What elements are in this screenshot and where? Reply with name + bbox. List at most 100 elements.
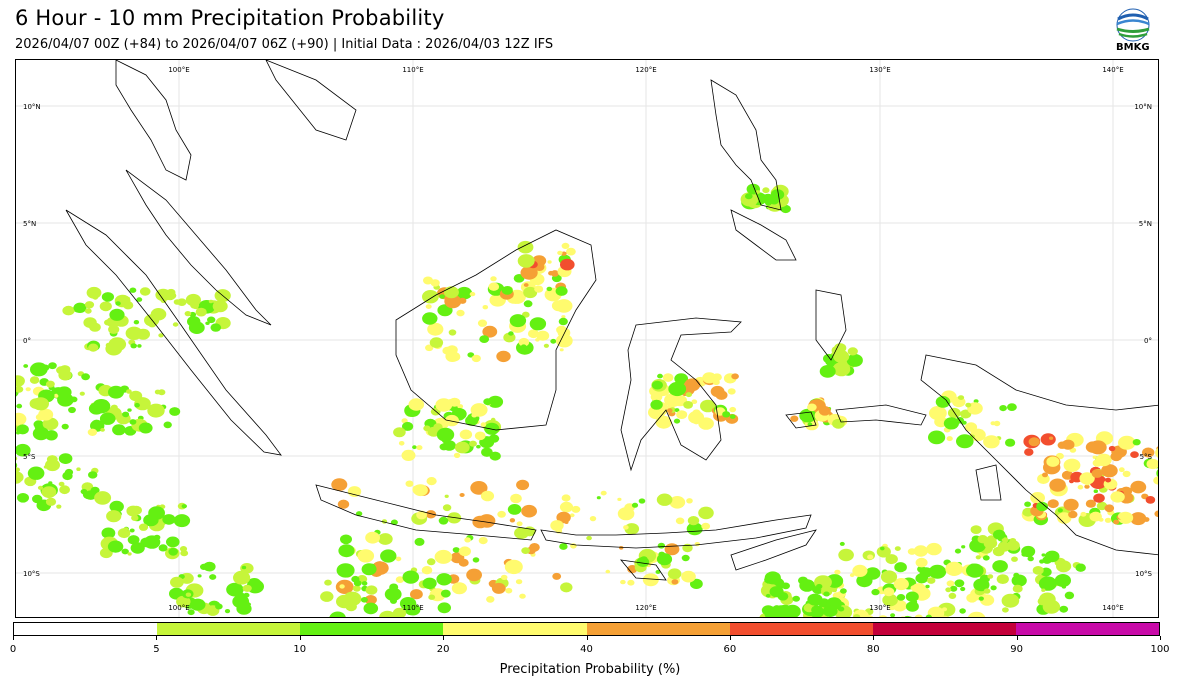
precip-cell — [451, 582, 467, 595]
precip-cell — [88, 471, 98, 479]
precip-cell — [58, 453, 73, 464]
precip-cell — [617, 497, 622, 501]
precip-cell — [1143, 517, 1150, 522]
precip-cell — [885, 554, 898, 565]
precip-cell — [698, 506, 714, 520]
precip-cell — [667, 408, 673, 413]
precip-cell — [657, 542, 666, 549]
precip-cell — [127, 552, 132, 556]
precip-cell — [818, 406, 831, 416]
precip-cell — [722, 411, 731, 418]
precip-cell — [80, 488, 88, 495]
precip-cell — [1038, 576, 1057, 591]
precip-cell — [395, 556, 402, 562]
precip-cell — [571, 505, 581, 513]
precip-cell — [496, 350, 511, 363]
precip-cell — [472, 557, 480, 563]
precip-cell — [456, 286, 473, 300]
precip-cell — [402, 421, 414, 431]
precip-cell — [765, 593, 771, 598]
precip-cell — [1155, 447, 1158, 458]
precip-cell — [517, 254, 535, 268]
precip-cell — [878, 615, 888, 617]
precip-cell — [17, 493, 29, 503]
precip-cell — [477, 319, 488, 327]
precip-cell — [108, 337, 127, 352]
precip-cell — [126, 505, 140, 517]
coastline-shape — [125, 169, 272, 326]
coastline-shape — [815, 289, 847, 361]
precip-cell — [364, 595, 377, 605]
precip-cell — [1041, 553, 1046, 557]
precip-cell — [58, 369, 72, 381]
precip-cell — [123, 527, 129, 532]
precip-cell — [121, 548, 129, 555]
precip-cell — [406, 604, 421, 616]
precip-cell — [487, 395, 504, 408]
precip-cell — [623, 525, 629, 530]
precip-cell — [832, 362, 851, 377]
precip-cell — [32, 397, 49, 411]
precip-cell — [987, 574, 994, 579]
precip-cell — [624, 523, 640, 535]
coastline-shape — [65, 209, 282, 456]
precip-cell — [1024, 448, 1034, 456]
precip-cell — [188, 321, 205, 335]
precip-cell — [16, 462, 18, 469]
precip-cell — [129, 528, 135, 533]
precip-cell — [740, 192, 759, 207]
precip-cell — [925, 584, 930, 589]
precip-cell — [1101, 464, 1118, 478]
precip-cell — [384, 587, 402, 601]
precip-cell — [516, 479, 530, 491]
precip-cell — [130, 343, 137, 349]
precip-cell — [764, 606, 782, 617]
precip-cell — [131, 515, 139, 521]
precip-cell — [428, 594, 436, 600]
precip-cell — [960, 586, 966, 592]
precip-cell — [956, 434, 974, 449]
precip-cell — [464, 537, 471, 543]
precip-cell — [1011, 556, 1018, 562]
precip-cell — [106, 510, 122, 523]
precip-cell — [46, 380, 55, 388]
precip-cell — [61, 423, 69, 430]
precip-cell — [207, 316, 216, 324]
precip-cell — [444, 494, 449, 498]
colorbar — [13, 622, 1160, 636]
precip-cell — [684, 378, 701, 392]
precip-cell — [523, 286, 538, 299]
precip-cell — [84, 301, 95, 309]
precip-cell — [946, 580, 955, 587]
colorbar-tickmark — [156, 636, 158, 640]
precip-cell — [915, 573, 929, 584]
precip-cell — [668, 381, 687, 397]
precip-cell — [134, 402, 140, 408]
precip-cell — [560, 582, 573, 593]
precip-cell — [1095, 453, 1112, 467]
colorbar-tickmark — [443, 636, 445, 640]
precip-cell — [816, 583, 823, 590]
precip-cell — [412, 445, 417, 450]
precip-cell — [1085, 499, 1096, 508]
precip-cell — [1047, 499, 1059, 509]
precip-cell — [181, 504, 187, 509]
precip-cell — [126, 389, 132, 394]
precip-cell — [215, 603, 223, 610]
precip-cell — [514, 527, 529, 539]
precip-cell — [973, 578, 990, 592]
precip-cell — [792, 595, 800, 602]
precip-cell — [108, 324, 120, 334]
lon-label-bottom: 140°E — [1102, 604, 1123, 612]
precip-cell — [233, 570, 251, 585]
precip-cell — [425, 304, 432, 309]
precip-cell — [168, 547, 178, 556]
precip-cell — [558, 317, 568, 326]
precip-cell — [1156, 469, 1158, 478]
lat-label-right: 10°N — [1134, 103, 1152, 111]
precip-cell — [345, 602, 357, 612]
precip-cell — [466, 568, 482, 582]
precip-cell — [166, 291, 177, 300]
colorbar-segment — [586, 623, 730, 635]
precip-cell — [416, 510, 427, 520]
